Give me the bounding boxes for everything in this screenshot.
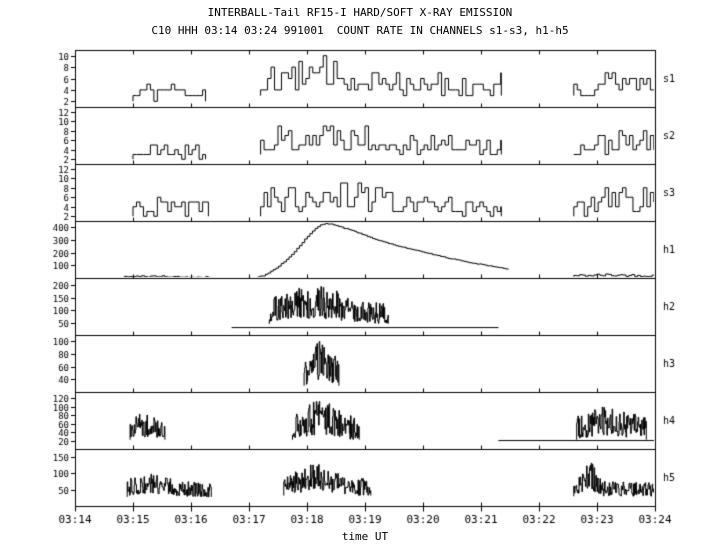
x-axis-label: time UT — [341, 530, 389, 543]
chart-subtitle: C10 HHH 03:14 03:24 991001 COUNT RATE IN… — [151, 24, 569, 37]
chart-title: INTERBALL-Tail RF15-I HARD/SOFT X-RAY EM… — [207, 6, 513, 19]
